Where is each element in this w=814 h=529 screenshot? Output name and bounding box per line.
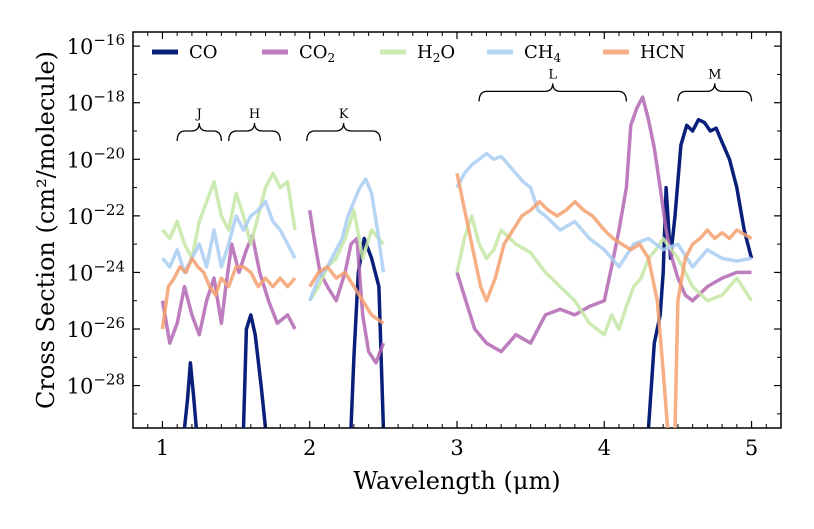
band-bracket-h [228, 122, 281, 142]
band-bracket-m [677, 83, 753, 102]
legend: CO CO2 H2O CH4 HCN [152, 42, 685, 65]
band-label-h: H [249, 107, 260, 122]
y-tick-label: 10−28 [67, 371, 125, 399]
band-bracket-l [478, 83, 628, 102]
x-tick-label: 3 [450, 436, 463, 460]
band-label-l: L [548, 67, 557, 82]
band-label-m: M [708, 67, 721, 82]
series-h2o-line [161, 171, 297, 261]
band-label-j: J [195, 107, 202, 122]
x-tick-label: 1 [156, 436, 169, 460]
series-hcn-line [160, 256, 297, 330]
series-co2-line [160, 233, 297, 345]
band-brackets: J H K L M [176, 67, 753, 142]
series-h2o-line [455, 214, 753, 337]
series-co-line [182, 361, 199, 428]
y-tick-label: 10−24 [67, 257, 125, 285]
series-co-line [646, 117, 754, 428]
series-hcn-line [308, 265, 385, 325]
y-tick-label: 10−22 [67, 201, 125, 229]
band-label-k: K [339, 107, 349, 122]
x-axis-title: Wavelength (μm) [353, 467, 560, 495]
series-co-line [349, 236, 386, 428]
band-bracket-j [176, 122, 223, 142]
series-co2-line [455, 95, 752, 354]
series-hcn-line [455, 173, 670, 428]
y-tick-label: 10−26 [67, 314, 125, 342]
x-tick-label: 4 [598, 436, 611, 460]
y-tick-label: 10−20 [67, 144, 125, 172]
y-tick-label: 10−16 [67, 31, 125, 59]
series-hcn-line [673, 228, 753, 428]
series-h2o-line [308, 208, 385, 302]
band-bracket-k [306, 122, 382, 142]
series-co2-line [307, 209, 386, 365]
series-ch4-line [455, 151, 752, 269]
legend-label-co: CO [189, 42, 218, 63]
x-tick-label: 2 [303, 436, 316, 460]
axis-ticks: 1 2 3 4 5 10−16 10−18 10−20 10−22 10−24 10−26 10−28 [67, 31, 781, 460]
legend-label-co2: CO2 [299, 42, 335, 65]
y-axis-title: Cross Section (cm²/molecule) [32, 51, 60, 409]
legend-label-ch4: CH4 [524, 42, 561, 65]
x-tick-label: 5 [745, 436, 758, 460]
legend-label-h2o: H2O [417, 42, 455, 65]
series-co-line [241, 313, 268, 428]
y-tick-label: 10−18 [67, 88, 125, 116]
series-layer [160, 95, 754, 428]
legend-label-hcn: HCN [640, 42, 685, 63]
